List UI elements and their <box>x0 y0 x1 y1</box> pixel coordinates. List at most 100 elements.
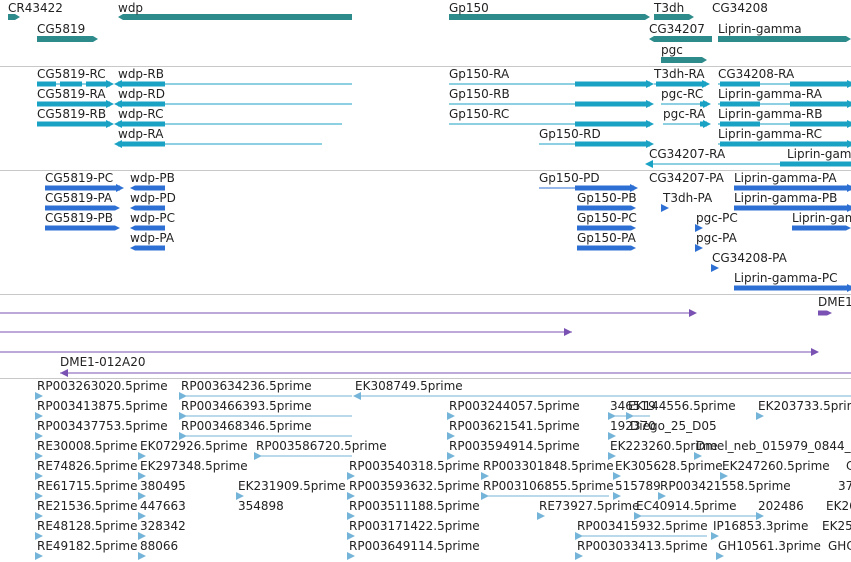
protein-cg5819-pa-label[interactable]: CG5819-PA <box>45 191 113 205</box>
est-glyph[interactable] <box>613 472 621 480</box>
gene-cg34207-label[interactable]: CG34207 <box>649 22 705 36</box>
gene-t3dh-label[interactable]: T3dh <box>654 1 685 15</box>
est-label[interactable]: 380495 <box>140 479 186 493</box>
protein-wdp-pb-glyph[interactable] <box>130 185 165 191</box>
est-label[interactable]: EK203733.5prime <box>758 399 851 413</box>
transcript-wdp-ra-label[interactable]: wdp-RA <box>118 127 164 141</box>
est-label[interactable]: RE74826.5prime <box>37 459 138 473</box>
est-label[interactable]: 515789 <box>615 479 661 493</box>
protein-liprin-gamma-pc-strand[interactable] <box>847 284 851 292</box>
protein-t3dh-pa-label[interactable]: T3dh-PA <box>663 191 713 205</box>
est-glyph[interactable] <box>35 512 43 520</box>
protein-pgc-pc-label[interactable]: pgc-PC <box>696 211 738 225</box>
est-label[interactable]: RP003171422.5prime <box>349 519 480 533</box>
transcript-pgc-rc-label[interactable]: pgc-RC <box>661 87 704 101</box>
transcript-wdp-rc-label[interactable]: wdp-RC <box>118 107 164 121</box>
transcript-liprin-gamma-ra-strand[interactable] <box>847 100 851 108</box>
est-label[interactable]: RP003415932.5prime <box>577 519 708 533</box>
transcript-cg34208-ra-label[interactable]: CG34208-RA <box>718 67 795 81</box>
est-glyph[interactable] <box>658 492 666 500</box>
protein-gp150-pb-glyph[interactable] <box>577 205 636 211</box>
est-glyph[interactable] <box>720 472 728 480</box>
est-label[interactable]: EK223260.5prime <box>610 439 718 453</box>
gene-gp150-label[interactable]: Gp150 <box>449 1 489 15</box>
est-glyph[interactable] <box>35 392 43 400</box>
est-label[interactable]: RP003468346.5prime <box>181 419 312 433</box>
est-label[interactable]: RP003649114.5prime <box>349 539 480 553</box>
est-label[interactable]: RP003593632.5prime <box>349 479 480 493</box>
est-label[interactable]: EK297348.5prime <box>140 459 248 473</box>
est-glyph[interactable] <box>347 492 355 500</box>
est-glyph[interactable] <box>537 512 545 520</box>
transcript-wdp-rd-label[interactable]: wdp-RD <box>118 87 165 101</box>
protein-cg5819-pc-exon[interactable] <box>45 185 120 191</box>
transcript-liprin-gamma-rc-strand[interactable] <box>847 140 851 148</box>
protein-pgc-pc-glyph[interactable] <box>695 224 703 232</box>
transcript-gp150-rc-exon[interactable] <box>575 121 650 127</box>
est-label[interactable]: 354898 <box>238 499 284 513</box>
est-glyph[interactable] <box>35 552 43 560</box>
transcript-liprin-gamma-rb-exon[interactable] <box>790 121 851 127</box>
est-label[interactable]: RE61715.5prime <box>37 479 138 493</box>
est-glyph[interactable] <box>35 532 43 540</box>
est-glyph[interactable] <box>608 452 616 460</box>
gene-cg34208-label[interactable]: CG34208 <box>712 1 768 15</box>
est-label[interactable]: 192370 <box>610 419 656 433</box>
transcript-wdp-rd-exon[interactable] <box>118 101 165 107</box>
est-label[interactable]: RP003634236.5prime <box>181 379 312 393</box>
est-glyph[interactable] <box>575 552 583 560</box>
gene-liprin-gamma-label[interactable]: Liprin-gamma <box>718 22 802 36</box>
protein-liprin-gamma-pb-exon[interactable] <box>734 205 851 211</box>
protein-gp150-pc-glyph[interactable] <box>577 225 636 231</box>
est-glyph[interactable] <box>138 492 146 500</box>
est-label[interactable]: RP003413875.5prime <box>37 399 168 413</box>
transcript-liprin-gamma-ra-label[interactable]: Liprin-gamma-RA <box>718 87 822 101</box>
transcript-cg34208-ra-exon[interactable] <box>720 81 760 87</box>
protein-liprin-gamma-pc-clipped-label[interactable]: Liprin-gam <box>792 211 851 225</box>
est-label[interactable]: EK144556.5prime <box>628 399 736 413</box>
transcript-cg5819-rc-exon[interactable] <box>60 81 82 87</box>
transcript-gp150-rb-strand[interactable] <box>646 100 654 108</box>
protein-wdp-pd-glyph[interactable] <box>130 205 165 211</box>
est-label[interactable]: RE21536.5prime <box>37 499 138 513</box>
protein-cg34208-pa-glyph[interactable] <box>711 264 719 272</box>
est-glyph[interactable] <box>138 512 146 520</box>
est-glyph[interactable] <box>613 492 621 500</box>
est-label[interactable]: 328342 <box>140 519 186 533</box>
est-glyph[interactable] <box>347 552 355 560</box>
transcript-liprin-gamma-ra-exon[interactable] <box>790 101 851 107</box>
est-glyph[interactable] <box>35 492 43 500</box>
est-glyph[interactable] <box>35 412 43 420</box>
est-label[interactable]: EK231909.5prime <box>238 479 346 493</box>
transcript-wdp-rd-strand[interactable] <box>114 100 122 108</box>
clone-dme1-clipped-label[interactable]: DME1 <box>818 295 851 309</box>
est-label[interactable]: RP003301848.5prime <box>483 459 614 473</box>
transcript-cg5819-rb-strand[interactable] <box>106 120 114 128</box>
est-label[interactable]: RP003511188.5prime <box>349 499 480 513</box>
protein-gp150-pd-strand[interactable] <box>630 184 638 192</box>
transcript-gp150-rd-exon[interactable] <box>575 141 650 147</box>
protein-pgc-pa-glyph[interactable] <box>695 244 703 252</box>
est-label[interactable]: C <box>846 459 851 473</box>
transcript-cg5819-ra-label[interactable]: CG5819-RA <box>37 87 106 101</box>
protein-gp150-pd-exon[interactable] <box>575 185 634 191</box>
gene-cg5819-label[interactable]: CG5819 <box>37 22 86 36</box>
est-label[interactable]: RP003437753.5prime <box>37 419 168 433</box>
est-label[interactable]: RP003586720.5prime <box>256 439 387 453</box>
gene-cr43422-label[interactable]: CR43422 <box>8 1 63 15</box>
transcript-gp150-ra-label[interactable]: Gp150-RA <box>449 67 510 81</box>
est-label[interactable]: RP003621541.5prime <box>449 419 580 433</box>
est-label[interactable]: EK247260.5prime <box>722 459 830 473</box>
protein-cg5819-pa-glyph[interactable] <box>45 205 120 211</box>
est-label[interactable]: GHC <box>828 539 851 553</box>
protein-cg34208-pa-label[interactable]: CG34208-PA <box>712 251 787 265</box>
transcript-pgc-rc-strand[interactable] <box>703 100 711 108</box>
est-label[interactable]: RP003540318.5prime <box>349 459 480 473</box>
transcript-cg5819-rc-strand[interactable] <box>106 80 114 88</box>
protein-cg5819-pc-label[interactable]: CG5819-PC <box>45 171 114 185</box>
gene-pgc-label[interactable]: pgc <box>661 43 683 57</box>
gene-cg5819-glyph[interactable] <box>37 36 98 42</box>
est-label[interactable]: GH10561.3prime <box>718 539 821 553</box>
